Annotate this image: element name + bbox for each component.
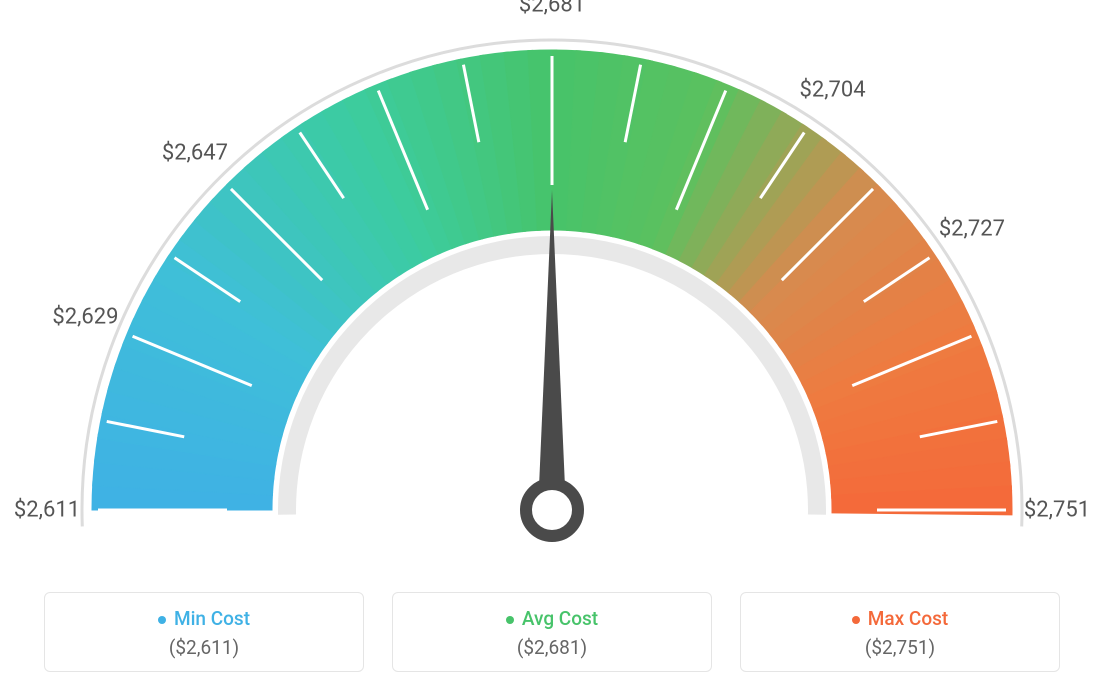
legend-min-title: Min Cost — [45, 607, 363, 630]
legend-min-value: ($2,611) — [45, 636, 363, 659]
legend-min-label: Min Cost — [174, 607, 250, 630]
gauge-tick-label: $2,704 — [799, 78, 865, 103]
legend-avg-value: ($2,681) — [393, 636, 711, 659]
legend-card-avg: Avg Cost ($2,681) — [392, 592, 712, 672]
gauge-tick-label: $2,629 — [52, 304, 118, 329]
gauge-tick-label: $2,647 — [162, 140, 228, 165]
bullet-icon — [852, 616, 860, 624]
bullet-icon — [506, 616, 514, 624]
bullet-icon — [158, 616, 166, 624]
legend-avg-label: Avg Cost — [522, 607, 598, 630]
gauge-tick-label: $2,681 — [519, 0, 585, 18]
legend-card-max: Max Cost ($2,751) — [740, 592, 1060, 672]
legend-max-label: Max Cost — [868, 607, 948, 630]
gauge-chart: $2,611 $2,629 $2,647 $2,681 $2,704 $2,727 $2,7… — [0, 0, 1104, 560]
legend-card-min: Min Cost ($2,611) — [44, 592, 364, 672]
gauge-svg — [0, 0, 1104, 560]
legend-max-title: Max Cost — [741, 607, 1059, 630]
legend-max-value: ($2,751) — [741, 636, 1059, 659]
gauge-tick-label: $2,611 — [14, 498, 80, 523]
legend-row: Min Cost ($2,611) Avg Cost ($2,681) Max … — [0, 592, 1104, 672]
legend-avg-title: Avg Cost — [393, 607, 711, 630]
gauge-tick-label: $2,751 — [1024, 498, 1090, 523]
gauge-tick-label: $2,727 — [939, 217, 1005, 242]
